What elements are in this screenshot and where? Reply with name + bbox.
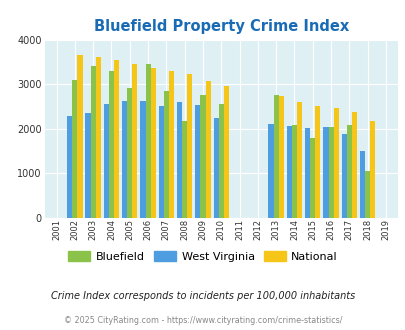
Bar	[369, 121, 375, 218]
Bar	[323, 127, 328, 218]
Bar	[291, 125, 296, 218]
Legend: Bluefield, West Virginia, National: Bluefield, West Virginia, National	[64, 247, 341, 267]
Bar	[90, 66, 96, 218]
Bar	[346, 125, 351, 218]
Bar	[205, 82, 210, 218]
Bar	[163, 91, 168, 218]
Bar	[140, 101, 145, 218]
Bar	[268, 124, 273, 218]
Bar	[127, 88, 132, 218]
Bar	[296, 102, 301, 218]
Bar	[104, 104, 109, 218]
Title: Bluefield Property Crime Index: Bluefield Property Crime Index	[94, 19, 348, 34]
Bar	[315, 106, 320, 218]
Bar	[309, 138, 315, 218]
Bar	[132, 64, 137, 218]
Bar	[333, 108, 338, 218]
Bar	[187, 74, 192, 218]
Bar	[359, 151, 364, 218]
Bar	[168, 71, 174, 218]
Bar	[218, 104, 223, 218]
Bar	[304, 128, 309, 218]
Bar	[150, 68, 156, 218]
Text: © 2025 CityRating.com - https://www.cityrating.com/crime-statistics/: © 2025 CityRating.com - https://www.city…	[64, 316, 341, 325]
Bar	[213, 118, 218, 218]
Bar	[351, 112, 356, 218]
Text: Crime Index corresponds to incidents per 100,000 inhabitants: Crime Index corresponds to incidents per…	[51, 291, 354, 301]
Bar	[200, 95, 205, 218]
Bar	[177, 102, 182, 218]
Bar	[328, 127, 333, 218]
Bar	[96, 56, 100, 218]
Bar	[67, 116, 72, 218]
Bar	[286, 126, 291, 218]
Bar	[278, 96, 283, 218]
Bar	[145, 64, 150, 218]
Bar	[273, 95, 278, 218]
Bar	[85, 113, 90, 218]
Bar	[341, 134, 346, 218]
Bar	[72, 80, 77, 218]
Bar	[364, 171, 369, 218]
Bar	[182, 121, 187, 218]
Bar	[223, 86, 228, 218]
Bar	[109, 71, 114, 218]
Bar	[77, 55, 82, 218]
Bar	[122, 101, 127, 218]
Bar	[158, 106, 163, 218]
Bar	[195, 105, 200, 218]
Bar	[114, 60, 119, 218]
